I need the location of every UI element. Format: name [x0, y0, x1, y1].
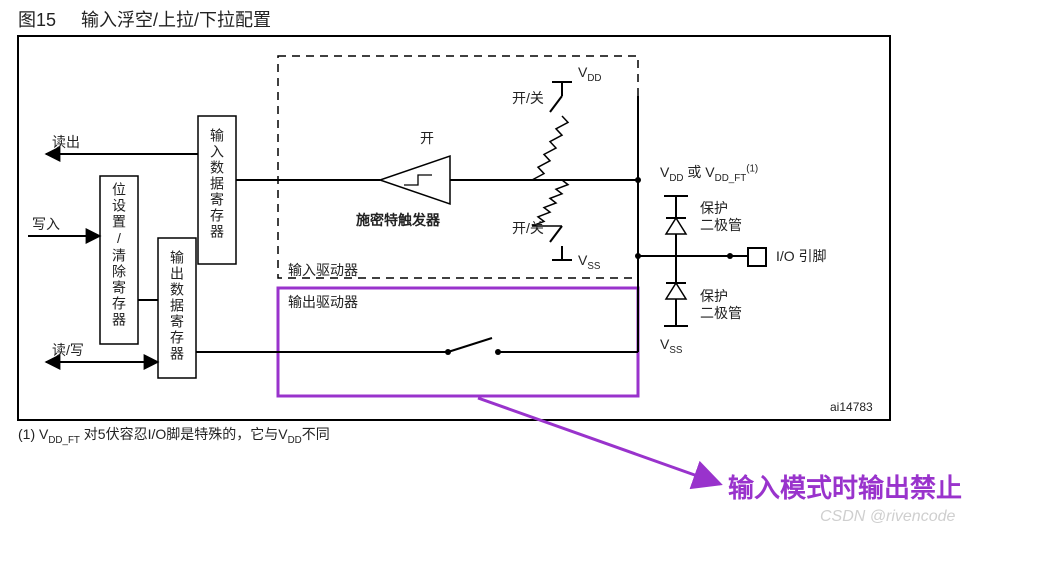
label-prot2: 保护二极管	[700, 288, 742, 322]
diode-bottom	[666, 283, 686, 299]
label-doc-id: ai14783	[830, 400, 873, 414]
label-schmitt: 施密特触发器	[356, 210, 440, 230]
io-pad	[748, 248, 766, 266]
watermark: CSDN @rivencode	[820, 508, 955, 526]
label-onoff2: 开/关	[512, 218, 544, 238]
pulldown-switch	[550, 226, 562, 242]
label-read: 读出	[52, 132, 80, 152]
annotation-text: 输入模式时输出禁止	[728, 468, 962, 505]
figure-number: 图15	[18, 10, 56, 30]
label-vss-bot: VSS	[578, 252, 600, 272]
label-idr: 输入数据寄存器	[207, 128, 227, 240]
label-io-pin: I/O 引脚	[776, 246, 827, 266]
label-vdd-or: VDD 或 VDD_FT(1)	[660, 162, 758, 184]
pullup-resistor	[532, 116, 568, 180]
switch-node-r	[495, 349, 501, 355]
label-prot1: 保护二极管	[700, 200, 742, 234]
switch-node-l	[445, 349, 451, 355]
dashed-input-driver	[278, 56, 638, 278]
label-onoff1: 开/关	[512, 88, 544, 108]
label-input-driver: 输入驱动器	[288, 260, 358, 280]
label-odr: 输出数据寄存器	[167, 250, 187, 362]
diode-top	[666, 218, 686, 234]
footnote: (1) VDD_FT 对5伏容忍I/O脚是特殊的，它与VDD不同	[18, 424, 330, 446]
label-output-driver: 输出驱动器	[288, 292, 358, 312]
figure-caption: 输入浮空/上拉/下拉配置	[81, 10, 271, 30]
label-vdd-top: VDD	[578, 64, 602, 84]
label-on: 开	[420, 128, 434, 148]
label-rw: 读/写	[52, 340, 84, 360]
label-bsrr: 位设置/清除寄存器	[109, 182, 129, 328]
schmitt-triangle	[380, 156, 450, 204]
switch-open	[448, 338, 492, 352]
pullup-switch	[550, 96, 562, 112]
label-vss2: VSS	[660, 336, 682, 356]
label-write: 写入	[32, 214, 60, 234]
annotation-arrow	[478, 398, 720, 484]
